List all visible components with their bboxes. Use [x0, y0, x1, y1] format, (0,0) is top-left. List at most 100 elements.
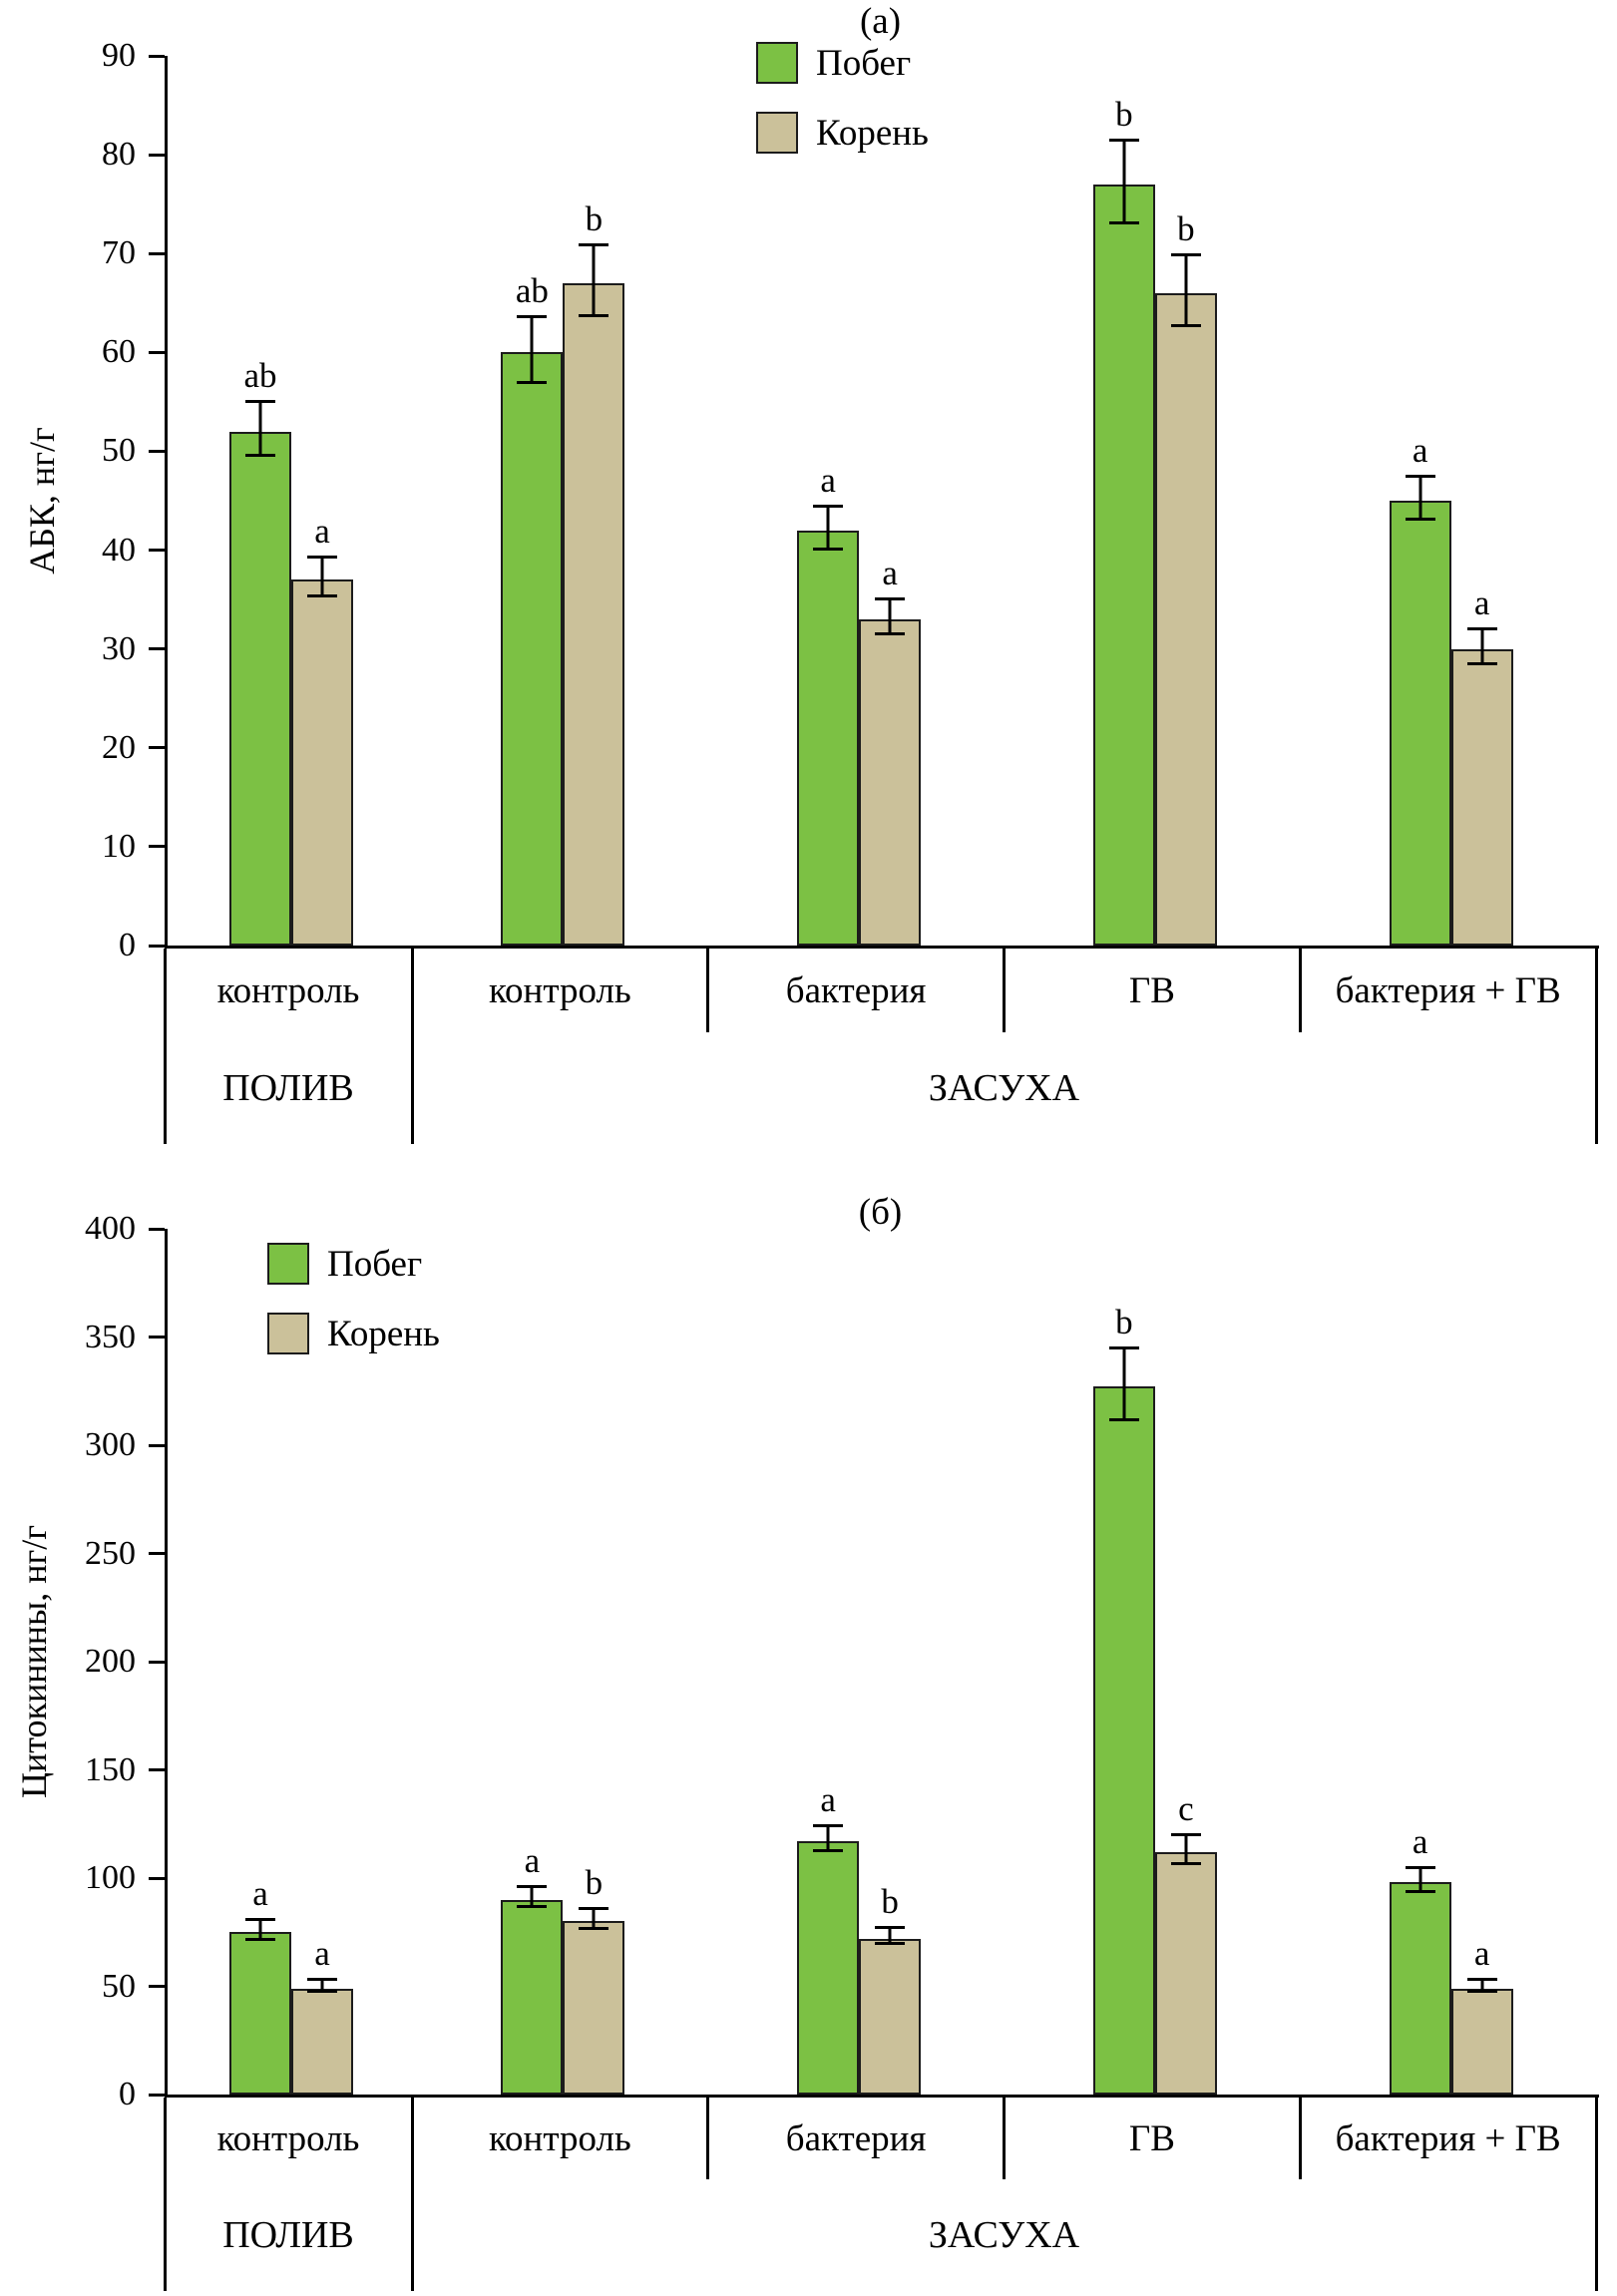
- separator-line: [1003, 949, 1006, 1032]
- condition-cell: ЗАСУХА: [928, 1067, 1080, 1109]
- bar-root: [291, 1988, 353, 2095]
- bar-shoot: [1092, 184, 1155, 946]
- error-bar: [1466, 1978, 1497, 1994]
- separator-line: [1594, 2179, 1598, 2291]
- error-bar-line: [1480, 1981, 1484, 1991]
- error-bar-line: [320, 559, 324, 595]
- y-tick-label: 0: [119, 2076, 136, 2112]
- error-bar-line: [530, 1888, 534, 1906]
- significance-letter: a: [1473, 1934, 1490, 1974]
- bar-shoot: [797, 530, 860, 946]
- condition-cell: ЗАСУХА: [928, 2214, 1080, 2256]
- error-bar-line: [888, 1929, 892, 1943]
- error-bar-line: [1184, 256, 1188, 324]
- y-tick-label: 350: [85, 1318, 136, 1355]
- condition-cell: ПОЛИВ: [222, 2214, 354, 2256]
- y-tick-mark: [149, 1768, 165, 1771]
- error-bar: [245, 399, 275, 458]
- error-bar: [1405, 475, 1435, 521]
- significance-letter: b: [1115, 95, 1133, 135]
- y-tick-label: 90: [102, 37, 136, 74]
- error-bar-line: [1418, 478, 1422, 518]
- chart-panel-a: (а) АБК, нг/г 0 10 20 30 40 50 60 70 80 90 ab ab a b a…: [0, 0, 1617, 1145]
- legend-label: Корень: [816, 112, 929, 154]
- y-tick-mark: [149, 153, 165, 157]
- y-tick-label: 300: [85, 1426, 136, 1463]
- separator-line: [706, 949, 710, 1032]
- significance-letter: b: [585, 199, 604, 239]
- error-bar-line: [258, 402, 262, 455]
- condition-cell: ПОЛИВ: [222, 1067, 354, 1109]
- separator-line: [1298, 2098, 1302, 2179]
- bar-shoot: [1389, 501, 1451, 946]
- bar-shoot: [797, 1841, 860, 2095]
- category-cell: контроль: [488, 969, 631, 1011]
- bar-shoot: [1092, 1386, 1155, 2095]
- error-bar-line: [1122, 1348, 1126, 1419]
- bar-root: [1154, 292, 1217, 946]
- separator-line: [1003, 2098, 1006, 2179]
- significance-letter: b: [1115, 1302, 1133, 1341]
- separator-line: [1594, 2098, 1598, 2179]
- y-tick-mark: [149, 1660, 165, 1664]
- y-tick-label: 30: [102, 629, 136, 667]
- error-bar: [579, 1906, 609, 1931]
- bar-root: [563, 282, 625, 946]
- bar-shoot: [1389, 1882, 1451, 2095]
- separator-line: [163, 949, 167, 1032]
- error-bar-line: [1418, 1868, 1422, 1891]
- y-tick-mark: [149, 1876, 165, 1880]
- error-bar: [813, 1824, 844, 1852]
- significance-letter: ab: [243, 355, 277, 395]
- error-bar-line: [826, 507, 830, 548]
- error-bar: [1170, 1832, 1201, 1865]
- error-bar: [813, 504, 844, 551]
- category-cell: бактерия + ГВ: [1335, 2117, 1561, 2159]
- error-bar-line: [1122, 142, 1126, 221]
- bar-root: [1154, 1851, 1217, 2095]
- significance-letter: a: [882, 554, 898, 593]
- separator-line: [1298, 949, 1302, 1032]
- significance-letter: a: [820, 460, 836, 500]
- error-bar-line: [320, 1981, 324, 1991]
- error-bar: [875, 1926, 906, 1946]
- bar-root: [859, 1938, 922, 2095]
- legend-item: Корень: [756, 110, 929, 156]
- y-tick-mark: [149, 1552, 165, 1555]
- y-tick-mark: [149, 647, 165, 651]
- panel-b-label: (б): [858, 1192, 903, 1233]
- plot-area-b: 0 50 100 150 200 250 300 350 400 a a a b a a b b c a: [85, 1210, 1599, 2112]
- error-bar: [307, 1978, 337, 1994]
- significance-letter: ab: [515, 270, 549, 310]
- y-tick-mark: [149, 251, 165, 255]
- significance-letter: a: [524, 1841, 541, 1881]
- y-tick-mark: [149, 1443, 165, 1447]
- y-tick-label: 40: [102, 531, 136, 569]
- legend-swatch-shoot: [756, 42, 798, 84]
- y-tick-mark: [149, 549, 165, 553]
- legend-label: Побег: [816, 42, 912, 84]
- y-tick-mark: [149, 1336, 165, 1339]
- error-bar: [245, 1917, 275, 1941]
- separator-line: [163, 2098, 167, 2179]
- y-tick-mark: [149, 944, 165, 948]
- bar-root: [1450, 648, 1513, 946]
- significance-letter: a: [1412, 1821, 1428, 1861]
- error-bar: [1170, 253, 1201, 327]
- legend-swatch-shoot: [267, 1243, 309, 1285]
- error-bar-line: [258, 1920, 262, 1938]
- y-tick-label: 0: [119, 927, 136, 963]
- significance-letter: b: [585, 1862, 604, 1902]
- error-bar-line: [1184, 1835, 1188, 1862]
- error-bar-line: [530, 317, 534, 382]
- error-bar-line: [826, 1827, 830, 1849]
- significance-letter: c: [1178, 1788, 1194, 1828]
- separator-line: [1594, 949, 1598, 1032]
- y-tick-mark: [149, 2093, 165, 2097]
- bar-shoot: [229, 431, 291, 946]
- error-bar-line: [1480, 629, 1484, 662]
- y-tick-label: 150: [85, 1750, 136, 1788]
- y-tick-mark: [149, 1227, 165, 1231]
- bar-root: [1450, 1988, 1513, 2095]
